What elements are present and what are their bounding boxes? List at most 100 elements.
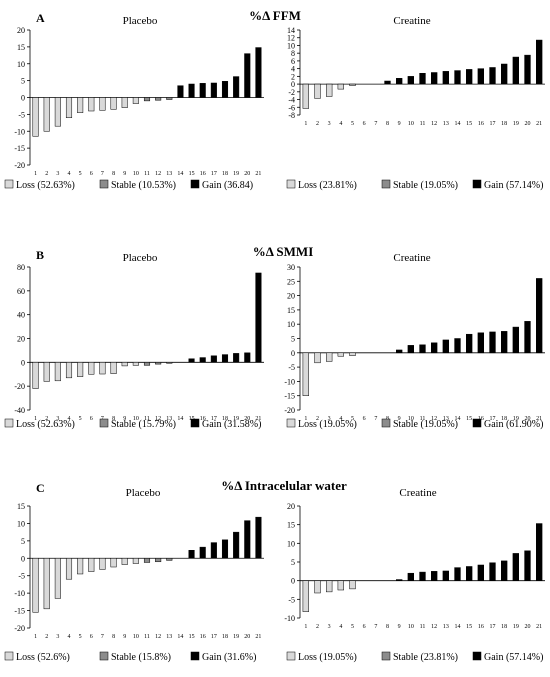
y-tick-label: -20 xyxy=(14,161,25,170)
bar-gain xyxy=(512,553,520,581)
bar-gain xyxy=(199,83,206,98)
y-tick-label: 15 xyxy=(17,43,25,52)
bar-gain xyxy=(477,332,484,354)
y-tick-label: 20 xyxy=(287,502,295,511)
y-tick-label: 15 xyxy=(287,306,295,315)
bar-gain xyxy=(396,579,403,581)
bar-gain xyxy=(407,572,414,581)
bar-gain xyxy=(466,69,473,85)
x-tick-label: 1 xyxy=(34,171,37,177)
panel-b-placebo-plot: -40-200204060801234567891011121314151617… xyxy=(4,263,264,430)
x-tick-label: 17 xyxy=(490,416,496,422)
bar-stable xyxy=(166,97,173,100)
y-tick-label: -4 xyxy=(288,96,295,105)
x-tick-label: 16 xyxy=(478,624,484,630)
x-tick-label: 15 xyxy=(466,121,472,127)
bar-gain xyxy=(407,345,414,354)
y-tick-label: 5 xyxy=(21,537,25,546)
x-tick-label: 3 xyxy=(328,416,331,422)
panel-c-title: %Δ Intracelular water xyxy=(221,478,347,493)
bar-gain xyxy=(489,67,496,85)
y-tick-label: 0 xyxy=(21,94,25,103)
bar-gain xyxy=(255,272,262,363)
bar-loss xyxy=(77,558,84,575)
y-tick-label: 20 xyxy=(17,335,25,344)
x-tick-label: 16 xyxy=(200,634,206,640)
bar-gain xyxy=(221,354,229,363)
bar-stable xyxy=(155,362,162,365)
x-tick-label: 9 xyxy=(398,624,401,630)
x-tick-label: 14 xyxy=(177,171,183,177)
x-tick-label: 15 xyxy=(189,171,195,177)
x-tick-label: 18 xyxy=(222,416,228,422)
x-tick-label: 2 xyxy=(45,171,48,177)
bar-gain xyxy=(454,338,461,354)
legend-swatch-stable xyxy=(381,179,391,189)
bar-loss xyxy=(54,558,61,599)
x-tick-label: 3 xyxy=(56,171,59,177)
bar-gain xyxy=(442,339,449,354)
legend-label-stable: Stable (15.79%) xyxy=(111,419,176,430)
x-tick-label: 6 xyxy=(363,121,366,127)
bar-loss xyxy=(43,97,50,132)
bar-loss xyxy=(326,580,333,593)
panel-a: A %Δ FFM Placebo Creatine -20-15-10-5051… xyxy=(4,8,545,191)
legend-label-loss: Loss (23.81%) xyxy=(298,180,357,191)
x-tick-label: 20 xyxy=(525,416,531,422)
bar-loss xyxy=(65,558,73,580)
x-tick-label: 19 xyxy=(233,416,239,422)
y-tick-label: -5 xyxy=(288,595,295,604)
x-tick-label: 14 xyxy=(455,624,461,630)
bar-stable xyxy=(166,558,173,561)
bar-loss xyxy=(43,362,50,382)
x-tick-label: 14 xyxy=(177,416,183,422)
x-tick-label: 10 xyxy=(408,624,414,630)
x-tick-label: 11 xyxy=(420,121,426,127)
bar-gain xyxy=(233,76,240,98)
legend-label-gain: Gain (31.58%) xyxy=(202,419,261,430)
y-tick-label: 25 xyxy=(287,277,295,286)
x-tick-label: 6 xyxy=(363,416,366,422)
panel-a-placebo-subtitle: Placebo xyxy=(123,15,158,27)
bar-loss xyxy=(132,558,139,564)
bar-loss xyxy=(337,83,344,90)
bar-loss xyxy=(88,362,95,375)
bar-loss xyxy=(54,97,61,127)
legend-label-stable: Stable (10.53%) xyxy=(111,180,176,191)
x-tick-label: 21 xyxy=(536,121,542,127)
y-tick-label: 14 xyxy=(287,26,295,35)
x-tick-label: 4 xyxy=(339,624,342,630)
y-tick-label: -40 xyxy=(14,406,25,415)
x-tick-label: 4 xyxy=(339,121,342,127)
legend-swatch-loss xyxy=(4,179,14,189)
x-tick-label: 16 xyxy=(200,171,206,177)
x-tick-label: 18 xyxy=(501,121,507,127)
x-tick-label: 5 xyxy=(79,634,82,640)
x-tick-label: 13 xyxy=(443,121,449,127)
x-tick-label: 17 xyxy=(211,171,217,177)
legend-swatch-loss xyxy=(286,418,296,428)
x-tick-label: 20 xyxy=(244,634,250,640)
bar-gain xyxy=(536,39,543,85)
y-tick-label: 5 xyxy=(291,558,295,567)
x-tick-label: 6 xyxy=(90,171,93,177)
bar-loss xyxy=(110,97,117,110)
x-tick-label: 10 xyxy=(133,171,139,177)
bar-loss xyxy=(314,580,321,594)
y-tick-label: 5 xyxy=(21,77,25,86)
legend-swatch-stable xyxy=(381,418,391,428)
x-tick-label: 2 xyxy=(316,624,319,630)
bar-loss xyxy=(32,97,39,137)
legend-swatch-loss xyxy=(4,418,14,428)
legend-swatch-loss xyxy=(286,179,296,189)
bar-loss xyxy=(99,97,106,111)
y-tick-label: -20 xyxy=(14,382,25,391)
bar-loss xyxy=(88,97,95,112)
bar-stable xyxy=(143,558,151,563)
bar-loss xyxy=(77,97,84,113)
x-tick-label: 13 xyxy=(443,624,449,630)
x-tick-label: 9 xyxy=(398,121,401,127)
y-tick-label: 8 xyxy=(291,49,295,58)
